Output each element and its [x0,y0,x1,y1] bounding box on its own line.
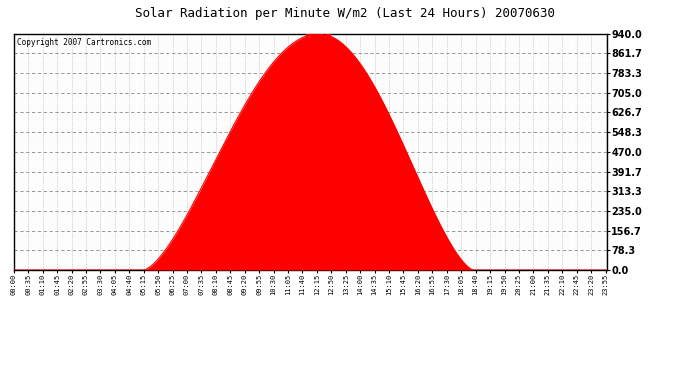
Text: Solar Radiation per Minute W/m2 (Last 24 Hours) 20070630: Solar Radiation per Minute W/m2 (Last 24… [135,8,555,21]
Text: Copyright 2007 Cartronics.com: Copyright 2007 Cartronics.com [17,39,151,48]
